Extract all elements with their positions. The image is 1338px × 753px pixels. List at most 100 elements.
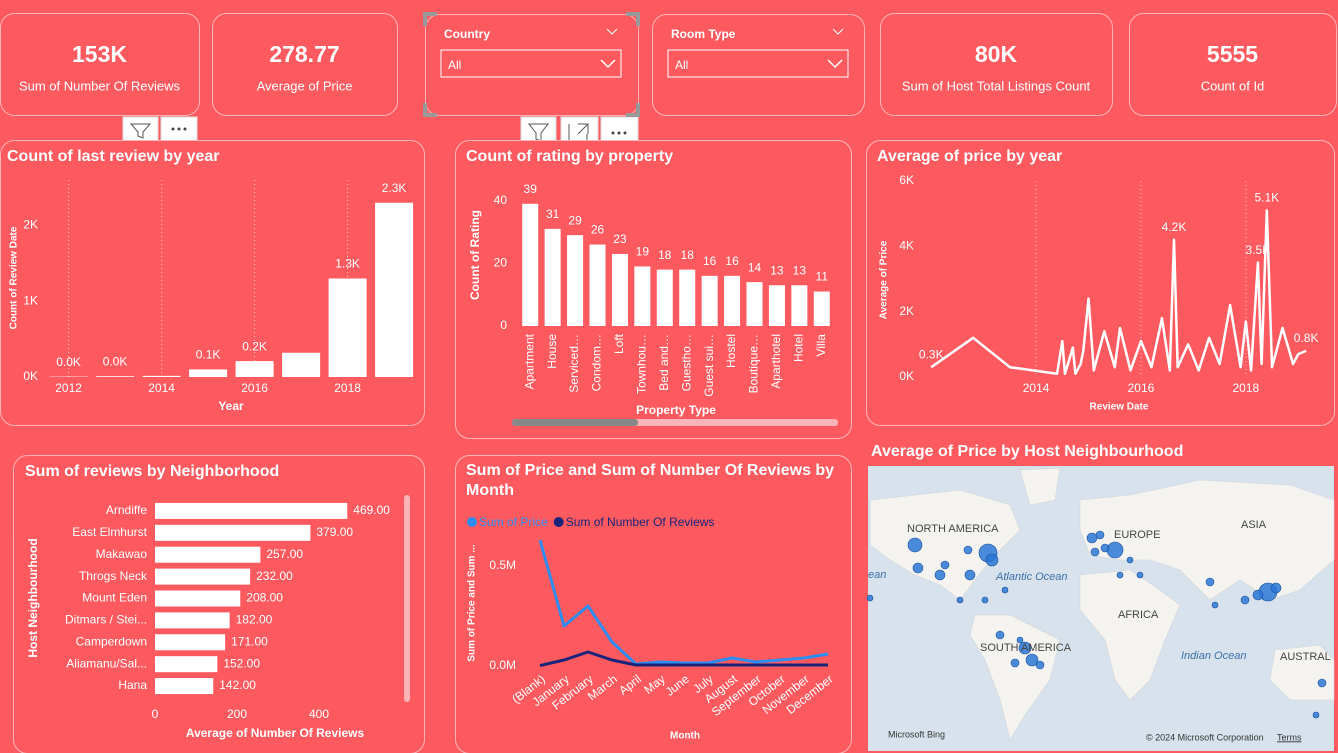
value-label: 18: [681, 248, 695, 262]
legend-marker: [553, 517, 564, 527]
category-label: Makawao: [96, 547, 148, 561]
map-title: Average of Price by Host Neighbourhood: [871, 443, 1183, 460]
kpi-card: [0, 13, 200, 116]
map-copyright: © 2024 Microsoft Corporation: [1146, 732, 1264, 742]
value-label: 0.0K: [56, 355, 81, 369]
value-label: 14: [748, 260, 762, 274]
map-bubble: [956, 596, 964, 604]
kpi-label: Sum of Host Total Listings Count: [902, 78, 1091, 93]
x-axis-title: Month: [670, 731, 700, 742]
chart-panel: [455, 140, 852, 439]
x-tick-label: 2014: [1023, 381, 1050, 395]
chart-panel: [866, 140, 1335, 426]
value-label: 3.5K: [1246, 243, 1271, 257]
category-label: Aliamanu/Sal...: [66, 656, 147, 670]
y-tick-label: 0K: [899, 369, 914, 383]
bar: [679, 269, 696, 326]
legend-label: Sum of Price: [479, 515, 548, 529]
bar: [155, 546, 261, 563]
value-label: 16: [703, 254, 717, 268]
dropdown[interactable]: [667, 49, 849, 78]
value-label: 152.00: [223, 656, 260, 670]
legend-marker: [467, 517, 477, 527]
kpi-card: [880, 13, 1113, 116]
map-label: AUSTRAL: [1280, 651, 1331, 663]
chart-title: Sum of Price and Sum of Number Of Review…: [466, 462, 835, 499]
chart-title: Count of last review by year: [7, 148, 220, 165]
category-label: Guestho…: [679, 334, 693, 391]
category-label: House: [545, 334, 559, 369]
chart-title: Sum of reviews by Neighborhood: [25, 463, 279, 480]
value-label: 16: [725, 254, 739, 268]
map-bubble: [1240, 595, 1250, 605]
y-tick-label: 40: [494, 193, 508, 207]
category-label: Ditmars / Stei...: [65, 613, 147, 627]
value-label: 19: [636, 245, 650, 259]
kpi-card: [1129, 13, 1337, 116]
y-tick-label: 6K: [899, 173, 914, 187]
y-tick-label: 0K: [23, 369, 38, 383]
kpi-value: 5555: [1207, 41, 1258, 67]
map-bubble: [1136, 571, 1144, 579]
y-tick-label: 0.5M: [489, 558, 516, 572]
x-tick-label: 2018: [334, 381, 361, 395]
line: [539, 650, 828, 668]
bar: [155, 590, 241, 607]
selection-handle: [423, 103, 437, 117]
map-bubble: [1270, 582, 1282, 594]
y-tick-label: 4K: [899, 239, 914, 253]
bar: [282, 352, 321, 377]
value-label: 142.00: [219, 678, 256, 692]
y-axis-title: Count of Rating: [468, 210, 482, 300]
y-axis-title: Average of Price: [879, 240, 890, 319]
map-bubble: [1095, 530, 1105, 540]
category-label: Townhou…: [635, 334, 649, 394]
map-label: ean: [868, 569, 886, 581]
value-label: 182.00: [236, 613, 273, 627]
kpi-label: Count of Id: [1201, 78, 1265, 93]
dot: [623, 131, 627, 135]
map-label: Indian Ocean: [1181, 650, 1246, 662]
map-bubble: [1016, 636, 1024, 644]
bar: [155, 502, 348, 519]
dot: [171, 127, 175, 131]
x-tick-label: 2016: [241, 381, 268, 395]
chevron: [606, 28, 618, 35]
selection-handle: [626, 12, 640, 26]
kpi-label: Sum of Number Of Reviews: [19, 78, 181, 93]
value-label: 257.00: [266, 547, 303, 561]
map-bubble: [866, 594, 874, 602]
bar: [328, 278, 367, 377]
dropdown-value: All: [448, 58, 461, 72]
kpi-value: 278.77: [269, 41, 339, 67]
bar: [189, 369, 228, 377]
dropdown[interactable]: [440, 49, 622, 78]
slicer: [425, 14, 639, 116]
dot: [617, 131, 621, 135]
x-tick-label: 400: [309, 707, 329, 721]
category-label: East Elmhurst: [72, 525, 147, 539]
value-label: 29: [568, 213, 582, 227]
category-label: Guest sui…: [702, 334, 716, 397]
value-label: 23: [613, 232, 627, 246]
value-label: 4.2K: [1162, 220, 1187, 234]
line: [930, 209, 1307, 375]
map-bubble: [1100, 543, 1110, 553]
map-bubble: [1086, 532, 1098, 544]
category-label: Bed and…: [657, 334, 671, 391]
map-bubble: [912, 562, 924, 574]
map-bubble: [1317, 678, 1327, 688]
map-bubble: [1018, 641, 1032, 655]
bar: [567, 235, 584, 326]
kpi-value: 153K: [72, 41, 127, 67]
map-bubble: [1312, 711, 1320, 719]
bar: [634, 266, 651, 326]
bar: [724, 275, 741, 326]
map-bubble: [981, 596, 989, 604]
map-bubble: [963, 545, 973, 555]
x-tick-label: 2012: [55, 381, 82, 395]
map-terms[interactable]: Terms: [1277, 732, 1302, 742]
y-tick-label: 0: [500, 318, 507, 332]
map-bubble: [1010, 658, 1020, 668]
bar: [155, 612, 230, 629]
